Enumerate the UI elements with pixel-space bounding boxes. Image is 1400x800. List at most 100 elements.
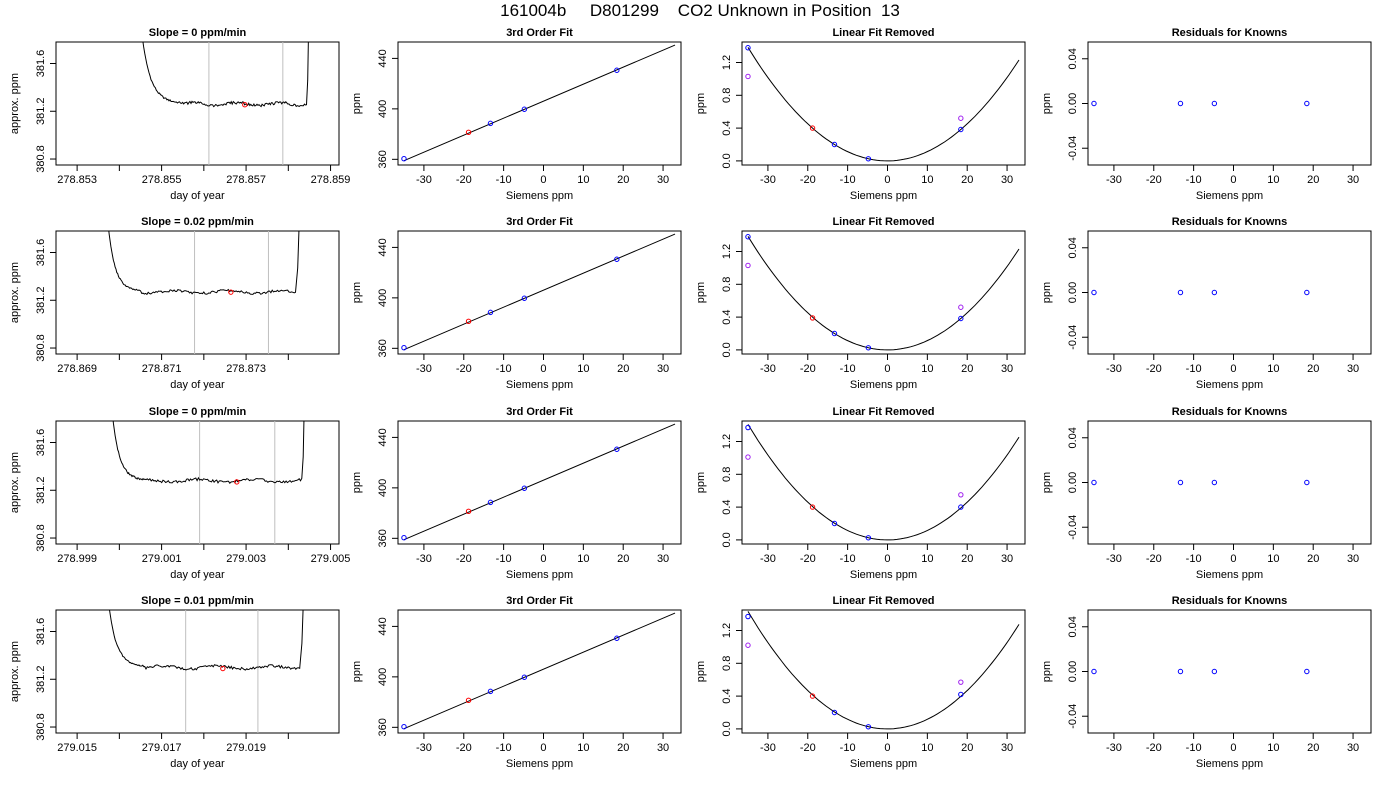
x-tick-label: 278.873 xyxy=(226,363,266,375)
y-tick-label: 0.04 xyxy=(1067,48,1079,69)
x-tick-label: 279.001 xyxy=(142,553,182,565)
x-tick-label: -30 xyxy=(760,553,776,565)
x-axis-label: Siemens ppm xyxy=(850,190,917,202)
x-tick-label: 30 xyxy=(1001,363,1013,375)
x-axis-label: Siemens ppm xyxy=(506,190,573,202)
y-tick-label: 400 xyxy=(377,289,389,307)
y-tick-label: 0.4 xyxy=(721,120,733,135)
panel-r4-lin: Linear Fit Removed -30 -20 -10 0 10 20 30 0.0 0.4… xyxy=(695,595,1026,770)
plot-area xyxy=(401,233,676,351)
panel-title: 3rd Order Fit xyxy=(506,595,573,607)
trace-line xyxy=(142,42,309,108)
plot-area xyxy=(108,231,300,354)
fit-line xyxy=(403,612,676,730)
y-axis-label: ppm xyxy=(351,661,363,682)
standard-point xyxy=(487,688,494,695)
x-tick-label: 278.853 xyxy=(57,174,97,186)
x-tick-label: 278.855 xyxy=(142,174,182,186)
x-tick-label: -30 xyxy=(416,363,432,375)
panel-title: Slope = 0.02 ppm/min xyxy=(141,216,254,228)
unknown-point xyxy=(465,129,472,136)
panel-r2-trace: Slope = 0.02 ppm/min 278.869 278.871 278.87… xyxy=(9,216,340,391)
panel-title: 3rd Order Fit xyxy=(506,406,573,418)
plot-area xyxy=(1091,289,1310,296)
plot-frame xyxy=(397,230,682,355)
y-tick-label: 1.2 xyxy=(721,244,733,259)
y-tick-label: -0.04 xyxy=(1067,325,1079,350)
x-tick-label: 279.003 xyxy=(226,553,266,565)
y-tick-label: 1.2 xyxy=(721,623,733,638)
unknown-point xyxy=(220,665,226,672)
x-tick-label: -10 xyxy=(496,553,512,565)
y-tick-label: 1.2 xyxy=(721,434,733,449)
standard-point xyxy=(521,485,528,491)
unknown-point xyxy=(228,289,234,295)
standard-point xyxy=(865,535,872,541)
y-tick-label: 380.8 xyxy=(35,334,47,362)
standard-point xyxy=(401,155,407,162)
y-axis-label: approx. ppm xyxy=(9,262,21,323)
fit-curve xyxy=(747,236,1020,351)
secondary-point xyxy=(745,262,751,269)
residual-point xyxy=(1304,668,1310,675)
y-tick-label: 400 xyxy=(377,668,389,686)
x-axis-label: day of year xyxy=(170,190,225,202)
y-tick-label: 440 xyxy=(377,617,389,635)
fit-curve xyxy=(747,611,1020,730)
x-tick-label: -20 xyxy=(456,174,472,186)
standard-point xyxy=(487,120,494,127)
x-tick-label: -30 xyxy=(1106,742,1122,754)
panel-title: Residuals for Knowns xyxy=(1172,406,1288,418)
standard-point xyxy=(614,635,620,641)
residual-point xyxy=(1091,289,1097,296)
y-tick-label: 360 xyxy=(377,529,389,547)
standard-point xyxy=(865,345,872,351)
y-axis-label: ppm xyxy=(1041,282,1053,303)
x-axis-label: Siemens ppm xyxy=(1196,190,1263,202)
plot-frame xyxy=(741,41,1026,166)
y-tick-label: 380.8 xyxy=(35,145,47,173)
x-tick-label: 20 xyxy=(617,363,629,375)
x-tick-label: 10 xyxy=(1267,174,1279,186)
plot-frame xyxy=(1087,420,1372,545)
x-tick-label: 0 xyxy=(1230,742,1236,754)
x-tick-label: -20 xyxy=(456,553,472,565)
x-tick-label: 30 xyxy=(657,742,669,754)
y-tick-label: 381.2 xyxy=(35,286,47,314)
x-tick-label: 20 xyxy=(617,553,629,565)
y-tick-label: 381.2 xyxy=(35,97,47,125)
y-tick-label: 0.8 xyxy=(721,88,733,103)
plot-frame xyxy=(741,609,1026,734)
y-tick-label: 0.8 xyxy=(721,277,733,292)
plot-area xyxy=(401,44,676,162)
x-axis-label: Siemens ppm xyxy=(506,379,573,391)
secondary-point xyxy=(745,454,751,460)
x-tick-label: 0 xyxy=(1230,174,1236,186)
plot-area xyxy=(1091,100,1310,107)
residual-point xyxy=(1304,479,1310,486)
x-tick-label: 10 xyxy=(921,174,933,186)
plot-frame xyxy=(55,41,340,166)
standard-point xyxy=(401,344,407,351)
y-tick-label: 0.00 xyxy=(1067,282,1079,303)
residual-point xyxy=(1211,100,1218,107)
unknown-point xyxy=(234,479,240,485)
x-tick-label: -20 xyxy=(456,363,472,375)
panel-title: Slope = 0 ppm/min xyxy=(149,406,247,418)
x-tick-label: 30 xyxy=(1001,174,1013,186)
y-axis-label: approx. ppm xyxy=(9,641,21,702)
standard-point xyxy=(831,709,838,716)
y-tick-label: 0.4 xyxy=(721,499,733,514)
standard-point xyxy=(831,330,838,337)
x-tick-label: -10 xyxy=(1186,363,1202,375)
secondary-point xyxy=(958,115,964,121)
x-tick-label: -10 xyxy=(1186,174,1202,186)
x-axis-label: Siemens ppm xyxy=(1196,758,1263,770)
plot-frame xyxy=(1087,609,1372,734)
plot-frame xyxy=(55,420,340,545)
panel-r1-fit: 3rd Order Fit -30 -20 -10 0 10 20 30 360 400 440 Si… xyxy=(351,27,682,202)
panel-r2-res: Residuals for Knowns -30 -20 -10 0 10 20 30 -0.0… xyxy=(1041,216,1372,391)
x-tick-label: 0 xyxy=(884,553,890,565)
panel-title: Residuals for Knowns xyxy=(1172,27,1288,39)
x-tick-label: 10 xyxy=(577,553,589,565)
